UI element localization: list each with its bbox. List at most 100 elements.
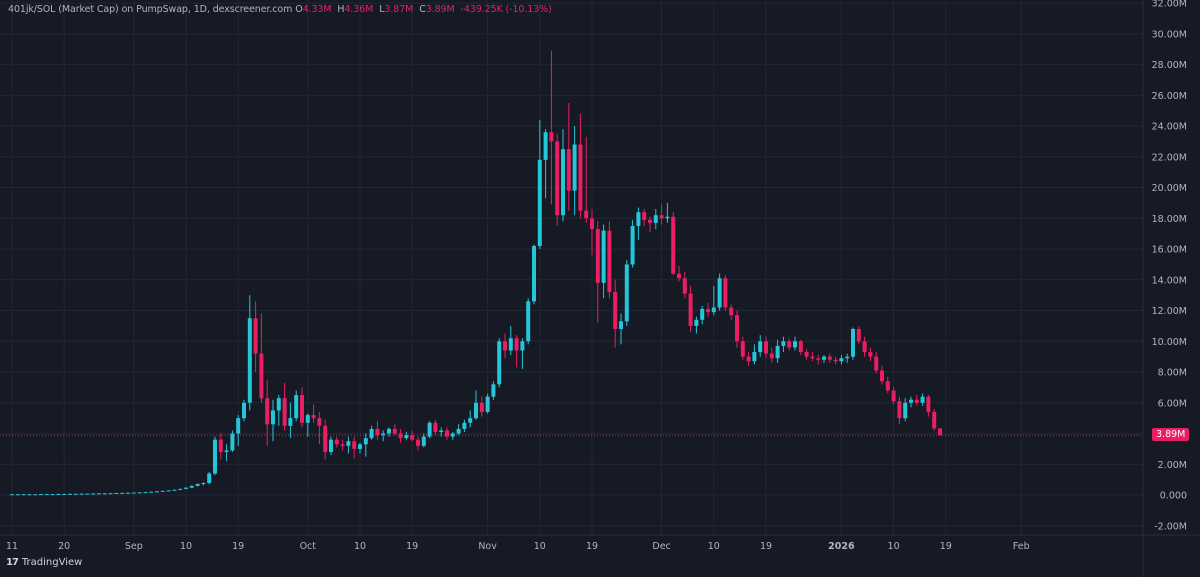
candle-body [126,492,130,494]
candle-body [578,144,583,211]
candle [938,428,942,436]
candle [752,344,757,365]
x-tick-label: 10 [534,541,546,552]
candle-body [891,390,896,402]
candle [131,492,136,494]
candle [613,279,618,348]
tradingview-logo-text: TradingView [21,557,83,568]
candle-body [172,489,177,491]
x-tick-label: 19 [586,541,598,552]
candle-body [572,144,577,191]
candle [735,310,739,348]
candle-body [149,491,154,493]
candle [311,404,316,423]
candle [491,381,496,400]
low-label: L [379,4,385,15]
candle-body [543,132,548,160]
candle [706,302,710,317]
low-value: 3.87M [384,4,414,15]
candle [584,136,589,223]
candle-body [166,490,171,492]
candle [108,493,113,495]
candle-body [816,358,821,360]
candle-body [323,425,328,452]
candle-body [334,439,339,445]
candle-body [416,439,420,446]
candle-body [648,219,652,223]
candle-body [294,395,299,419]
candle [126,492,130,494]
candle [845,353,850,363]
candle-body [242,402,246,419]
candle-body [352,441,357,449]
candle [381,430,386,442]
y-axis[interactable]: 32.00M 30.00M 28.00M 26.00M 24.00M 22.00M 20.0… [1152,0,1187,532]
candle [21,494,26,496]
candle [874,352,879,374]
candle-body [485,396,490,413]
candle [282,382,287,431]
candle [601,224,606,299]
x-tick-label: 20 [58,541,70,552]
tradingview-logo-icon: 17 [6,557,19,568]
candle [880,365,884,385]
candle-body [839,358,844,362]
candle [520,338,525,369]
candle [682,272,687,299]
candle [810,352,815,362]
candle [764,336,768,359]
candle [224,444,229,462]
candle [775,339,780,363]
candle [839,355,844,365]
candle-body [653,215,658,223]
candle-body [73,493,78,495]
y-tick-label: 8.00M [1158,368,1187,379]
candle [172,489,177,491]
candle-body [108,493,113,495]
candle-body [450,433,455,437]
candle-body [160,490,165,492]
candle-body [91,493,96,495]
candle-body [253,318,258,354]
candle [317,412,322,445]
candle-body [764,341,768,354]
y-tick-label: 14.00M [1152,275,1187,286]
candle [363,433,368,457]
candle [184,487,188,490]
candle-body [845,356,850,359]
candle [555,133,560,226]
tradingview-logo[interactable]: 17 TradingView [6,557,82,568]
candle [155,491,159,493]
candle [421,433,426,448]
candle-body [317,418,322,426]
candle [91,493,96,495]
candle-body [213,439,217,474]
x-axis[interactable]: 11 20 Sep 10 19 Oct 10 19 Nov 10 19 Dec 10 19 2026 10 19… [6,541,1030,552]
candle-body [265,398,270,425]
candle [624,259,629,326]
candle-body [27,494,32,496]
candle [474,390,478,420]
candle [10,494,14,496]
candle [445,427,449,440]
candle-body [288,418,293,426]
candle [102,493,107,495]
candle-body [259,353,264,399]
candle [816,355,821,365]
candle-body [479,402,484,413]
open-value: 4.33M [302,4,332,15]
candle [787,338,792,351]
candle-body [276,398,281,411]
candle-body [746,356,751,362]
candle-body [456,428,461,434]
candle-body [85,493,90,495]
x-tick-label: 19 [406,541,418,552]
candle-body [305,415,310,423]
candle [590,209,594,256]
candle-body [207,473,212,484]
candle [398,428,403,443]
x-tick-label: 19 [940,541,952,552]
candle-body [526,301,531,342]
candle [549,50,554,205]
